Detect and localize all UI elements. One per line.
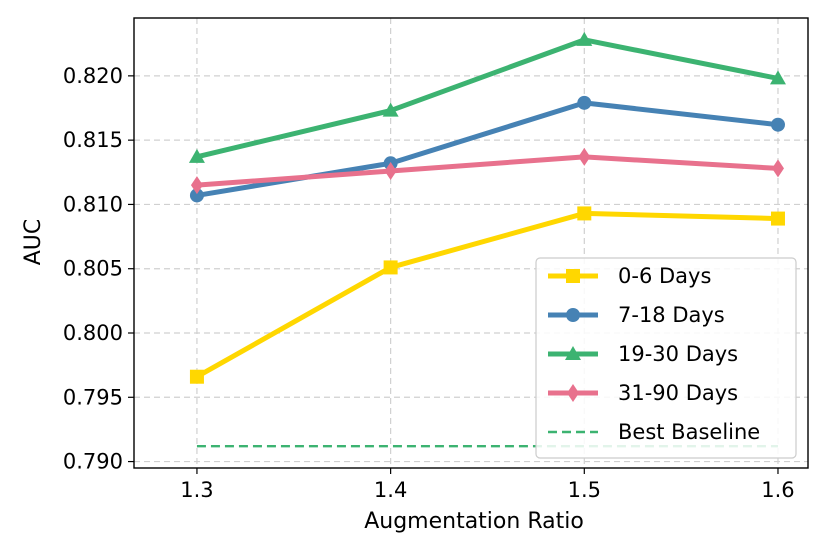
x-tick-label: 1.6 — [761, 478, 794, 502]
data-point-31-90-days — [384, 162, 397, 180]
data-point-19-30-days — [576, 31, 593, 46]
x-axis-label: Augmentation Ratio — [364, 509, 584, 534]
legend-label: 0-6 Days — [618, 264, 711, 288]
legend-marker — [565, 346, 581, 360]
legend-marker — [567, 384, 579, 402]
series-0-6-days — [189, 206, 785, 384]
y-axis-ticks: 0.790 0.795 0.800 0.805 0.810 0.815 0.820 — [63, 64, 134, 474]
series-31-90-days — [190, 147, 784, 195]
data-point-0-6-days — [577, 206, 592, 221]
series-line-31-90-days — [194, 154, 781, 188]
legend-item-0-6-days: 0-6 Days — [548, 264, 711, 288]
y-tick-label: 0.800 — [63, 321, 123, 345]
series-line-7-18-days — [194, 100, 781, 198]
data-point-0-6-days — [770, 211, 785, 226]
series-7-18-days — [189, 95, 785, 203]
y-tick-label: 0.815 — [63, 128, 123, 152]
series-line-19-30-days — [194, 37, 781, 160]
plot-area-frame — [133, 17, 809, 469]
x-tick-label: 1.3 — [180, 478, 213, 502]
y-tick-label: 0.790 — [63, 450, 123, 474]
legend: 0-6 Days 7-18 Days 19-30 Days 31-90 Days Bes… — [535, 257, 797, 459]
y-tick-label: 0.810 — [63, 192, 123, 216]
legend-label: 31-90 Days — [618, 381, 738, 405]
y-axis-label: AUC — [21, 219, 46, 266]
data-point-7-18-days — [577, 95, 592, 110]
data-point-7-18-days — [189, 188, 204, 203]
data-point-0-6-days — [383, 260, 398, 275]
x-tick-label: 1.4 — [374, 478, 407, 502]
legend-label: Best Baseline — [618, 420, 760, 444]
legend-marker — [566, 269, 580, 283]
data-point-31-90-days — [578, 147, 591, 166]
legend-item-best-baseline: Best Baseline — [548, 420, 760, 444]
legend-label: 19-30 Days — [618, 342, 738, 366]
legend-marker — [566, 308, 580, 322]
y-tick-label: 0.805 — [63, 257, 123, 281]
data-point-31-90-days — [190, 176, 203, 195]
x-axis-ticks: 1.3 1.4 1.5 1.6 — [180, 468, 795, 502]
series-line-0-6-days — [194, 210, 781, 380]
y-tick-label: 0.820 — [63, 64, 123, 88]
x-tick-label: 1.5 — [568, 478, 601, 502]
legend-item-19-30-days: 19-30 Days — [548, 342, 738, 366]
data-point-19-30-days — [382, 102, 399, 117]
y-tick-label: 0.795 — [63, 385, 123, 409]
data-point-7-18-days — [770, 117, 785, 132]
series-layer — [188, 31, 786, 384]
data-point-19-30-days — [188, 148, 205, 163]
legend-box — [535, 257, 797, 459]
data-point-19-30-days — [769, 70, 786, 85]
series-19-30-days — [188, 31, 786, 163]
legend-item-31-90-days: 31-90 Days — [548, 381, 738, 405]
data-point-31-90-days — [771, 159, 784, 178]
legend-label: 7-18 Days — [618, 303, 725, 327]
legend-item-7-18-days: 7-18 Days — [548, 303, 725, 327]
data-point-0-6-days — [189, 369, 204, 384]
